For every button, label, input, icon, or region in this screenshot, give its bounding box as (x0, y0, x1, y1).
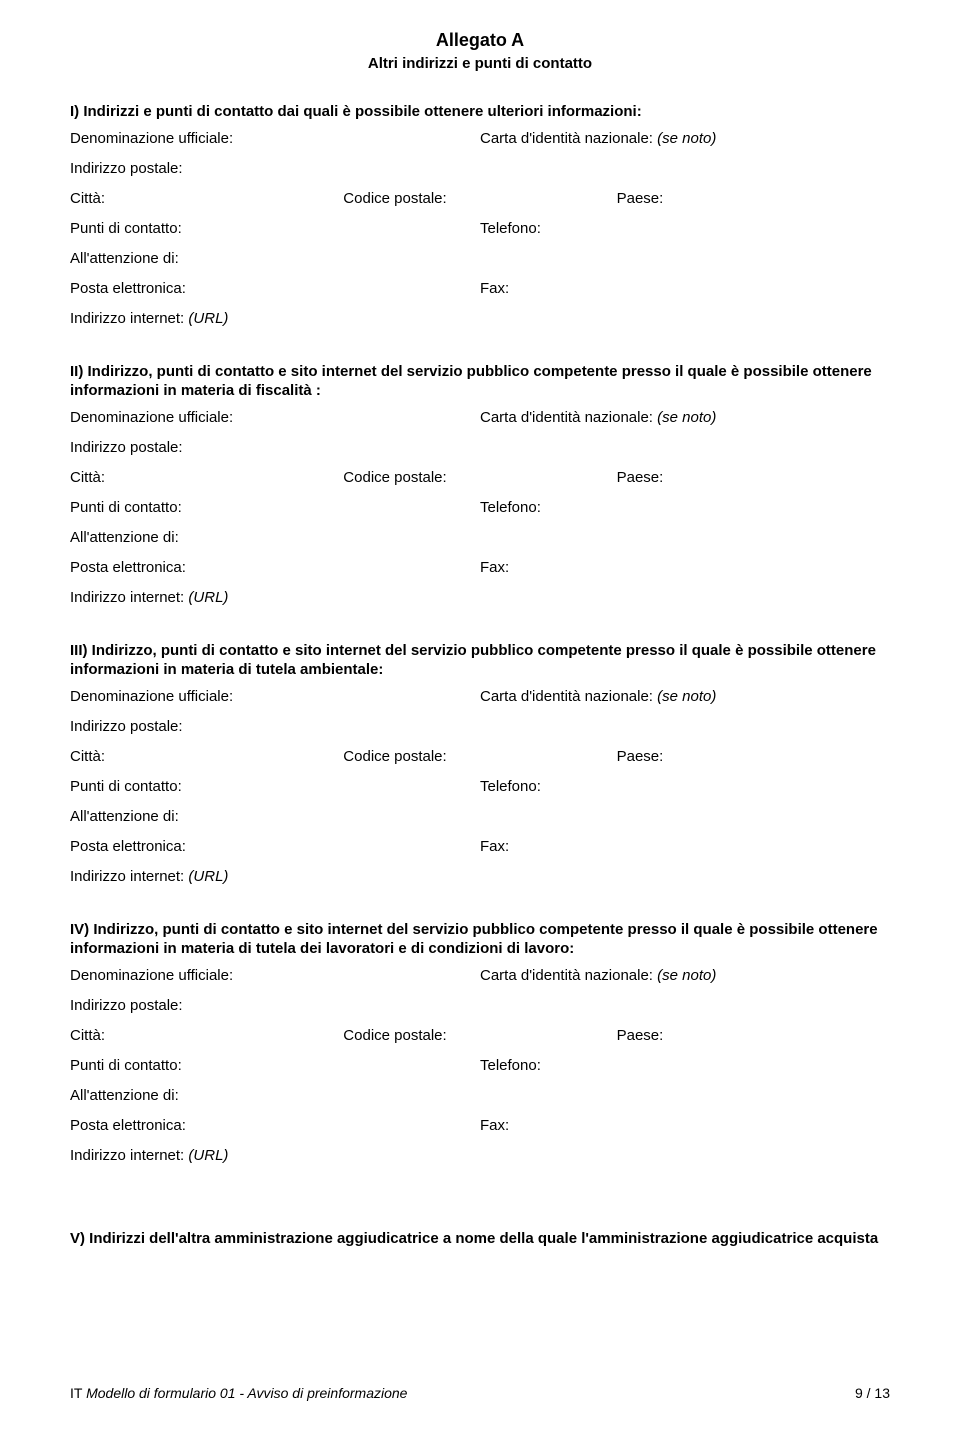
section-1-block: Denominazione ufficiale: Carta d'identit… (70, 130, 890, 332)
label-contact-points: Punti di contatto: (70, 1057, 480, 1074)
label-fax: Fax: (480, 838, 890, 855)
url-note: (URL) (188, 310, 228, 327)
url-note: (URL) (188, 589, 228, 606)
section-3-block: Denominazione ufficiale: Carta d'identit… (70, 688, 890, 890)
label-phone: Telefono: (480, 1057, 890, 1074)
label-official-name: Denominazione ufficiale: (70, 130, 480, 147)
label-fax: Fax: (480, 280, 890, 297)
url-note: (URL) (188, 868, 228, 885)
label-attention-of: All'attenzione di: (70, 250, 890, 267)
label-fax: Fax: (480, 1117, 890, 1134)
label-postal-address: Indirizzo postale: (70, 160, 890, 177)
page-container: Allegato A Altri indirizzi e punti di co… (0, 0, 960, 1429)
label-postal-code: Codice postale: (343, 190, 616, 207)
section-3-heading: III) Indirizzo, punti di contatto e sito… (70, 641, 890, 680)
national-id-note-text: (se noto) (657, 688, 716, 705)
label-internet-address: Indirizzo internet: (URL) (70, 310, 890, 327)
label-city: Città: (70, 469, 343, 486)
url-note: (URL) (188, 1147, 228, 1164)
footer-left-text: Modello di formulario 01 - Avviso di pre… (86, 1385, 407, 1401)
internet-address-text: Indirizzo internet: (70, 310, 184, 327)
label-attention-of: All'attenzione di: (70, 529, 890, 546)
label-national-id-text: Carta d'identità nazionale: (480, 967, 653, 984)
footer-right: 9 / 13 (855, 1385, 890, 1401)
national-id-note-text: (se noto) (657, 409, 716, 426)
label-national-id: Carta d'identità nazionale: (se noto) (480, 688, 890, 705)
label-postal-code: Codice postale: (343, 748, 616, 765)
label-postal-address: Indirizzo postale: (70, 718, 890, 735)
label-postal-code: Codice postale: (343, 1027, 616, 1044)
label-postal-address: Indirizzo postale: (70, 997, 890, 1014)
label-official-name: Denominazione ufficiale: (70, 688, 480, 705)
section-2-heading: II) Indirizzo, punti di contatto e sito … (70, 362, 890, 401)
section-4-block: Denominazione ufficiale: Carta d'identit… (70, 967, 890, 1169)
label-country: Paese: (617, 190, 890, 207)
label-contact-points: Punti di contatto: (70, 778, 480, 795)
label-phone: Telefono: (480, 778, 890, 795)
label-postal-code: Codice postale: (343, 469, 616, 486)
label-fax: Fax: (480, 559, 890, 576)
internet-address-text: Indirizzo internet: (70, 868, 184, 885)
section-5-heading: V) Indirizzi dell'altra amministrazione … (70, 1229, 890, 1249)
label-national-id: Carta d'identità nazionale: (se noto) (480, 409, 890, 426)
label-city: Città: (70, 190, 343, 207)
label-official-name: Denominazione ufficiale: (70, 409, 480, 426)
annex-subtitle: Altri indirizzi e punti di contatto (70, 55, 890, 72)
label-national-id-text: Carta d'identità nazionale: (480, 130, 653, 147)
section-2-block: Denominazione ufficiale: Carta d'identit… (70, 409, 890, 611)
label-phone: Telefono: (480, 220, 890, 237)
label-city: Città: (70, 1027, 343, 1044)
label-official-name: Denominazione ufficiale: (70, 967, 480, 984)
label-national-id-text: Carta d'identità nazionale: (480, 688, 653, 705)
label-contact-points: Punti di contatto: (70, 220, 480, 237)
label-country: Paese: (617, 1027, 890, 1044)
label-national-id: Carta d'identità nazionale: (se noto) (480, 967, 890, 984)
internet-address-text: Indirizzo internet: (70, 1147, 184, 1164)
section-4-heading: IV) Indirizzo, punti di contatto e sito … (70, 920, 890, 959)
label-internet-address: Indirizzo internet: (URL) (70, 589, 890, 606)
label-email: Posta elettronica: (70, 838, 480, 855)
label-email: Posta elettronica: (70, 280, 480, 297)
annex-title: Allegato A (70, 30, 890, 51)
label-country: Paese: (617, 469, 890, 486)
internet-address-text: Indirizzo internet: (70, 589, 184, 606)
label-phone: Telefono: (480, 499, 890, 516)
footer-left: IT Modello di formulario 01 - Avviso di … (70, 1385, 407, 1401)
section-1-heading: I) Indirizzi e punti di contatto dai qua… (70, 102, 890, 122)
label-country: Paese: (617, 748, 890, 765)
label-national-id-text: Carta d'identità nazionale: (480, 409, 653, 426)
label-email: Posta elettronica: (70, 559, 480, 576)
label-national-id: Carta d'identità nazionale: (se noto) (480, 130, 890, 147)
label-contact-points: Punti di contatto: (70, 499, 480, 516)
label-internet-address: Indirizzo internet: (URL) (70, 1147, 890, 1164)
label-attention-of: All'attenzione di: (70, 1087, 890, 1104)
label-email: Posta elettronica: (70, 1117, 480, 1134)
national-id-note-text: (se noto) (657, 130, 716, 147)
national-id-note-text: (se noto) (657, 967, 716, 984)
footer-left-prefix: IT (70, 1385, 86, 1401)
label-attention-of: All'attenzione di: (70, 808, 890, 825)
label-postal-address: Indirizzo postale: (70, 439, 890, 456)
label-city: Città: (70, 748, 343, 765)
page-footer: IT Modello di formulario 01 - Avviso di … (70, 1385, 890, 1401)
label-internet-address: Indirizzo internet: (URL) (70, 868, 890, 885)
